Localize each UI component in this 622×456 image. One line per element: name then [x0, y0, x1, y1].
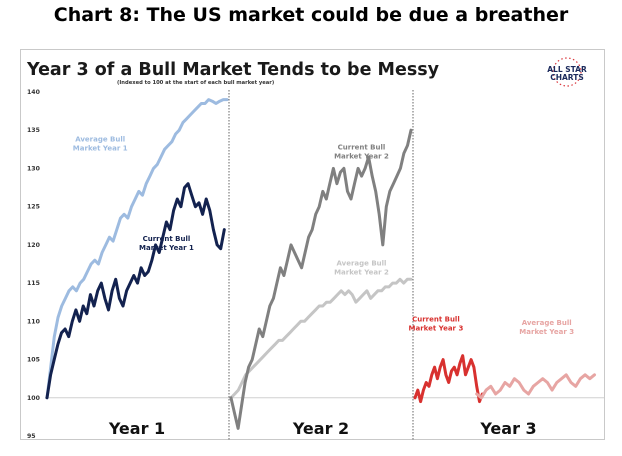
logo-text-line2: CHARTS [550, 73, 584, 82]
panel-label: Year 1 [108, 419, 165, 438]
y-tick-label: 120 [27, 242, 41, 249]
panel-label: Year 2 [292, 419, 349, 438]
y-tick-label: 105 [27, 357, 40, 364]
series-line-current-bull-market-year-2 [229, 128, 413, 430]
y-tick-label: 95 [27, 433, 36, 440]
panel-label: Year 3 [479, 419, 536, 438]
y-tick-label: 125 [27, 204, 40, 211]
series-line-average-bull-market-year-1 [45, 98, 229, 400]
series-label: Market Year 2 [334, 269, 389, 277]
series-label: Current Bull [412, 315, 460, 323]
series-label: Market Year 3 [409, 324, 464, 332]
series-label: Current Bull [143, 235, 191, 243]
logo-text-line1: ALL STAR [547, 65, 587, 74]
y-tick-label: 100 [27, 395, 41, 402]
series-label: Average Bull [522, 319, 572, 327]
y-tick-label: 130 [27, 165, 41, 172]
logo-ring-icon [552, 57, 582, 87]
y-axis: 95 100 105 110 115 120 125 130 135 140 [27, 89, 41, 440]
chart-title: Year 3 of a Bull Market Tends to be Mess… [26, 60, 440, 80]
series-line-current-bull-market-year-1 [45, 182, 226, 400]
page-headline: Chart 8: The US market could be due a br… [53, 4, 569, 26]
series-line-average-bull-market-year-2 [229, 277, 413, 400]
series-label: Average Bull [336, 260, 386, 268]
chart-subtitle: (Indexed to 100 at the start of each bul… [117, 80, 274, 86]
series-label: Average Bull [75, 136, 125, 144]
series-label: Market Year 2 [334, 152, 389, 160]
series-line-average-bull-market-year-3 [475, 373, 596, 400]
all-star-charts-logo: ALL STAR CHARTS [547, 57, 587, 87]
series-label: Market Year 1 [139, 244, 194, 252]
y-tick-label: 140 [27, 89, 41, 96]
series-label: Current Bull [338, 143, 386, 151]
y-tick-label: 135 [27, 127, 40, 134]
y-tick-label: 110 [27, 318, 41, 325]
bull-market-chart: Year 3 of a Bull Market Tends to be Mess… [26, 57, 604, 441]
series-label: Market Year 1 [73, 145, 128, 153]
series-line-current-bull-market-year-3 [413, 354, 484, 404]
series-label: Market Year 3 [519, 328, 574, 336]
chart-frame: Year 3 of a Bull Market Tends to be Mess… [20, 49, 605, 441]
y-tick-label: 115 [27, 280, 40, 287]
